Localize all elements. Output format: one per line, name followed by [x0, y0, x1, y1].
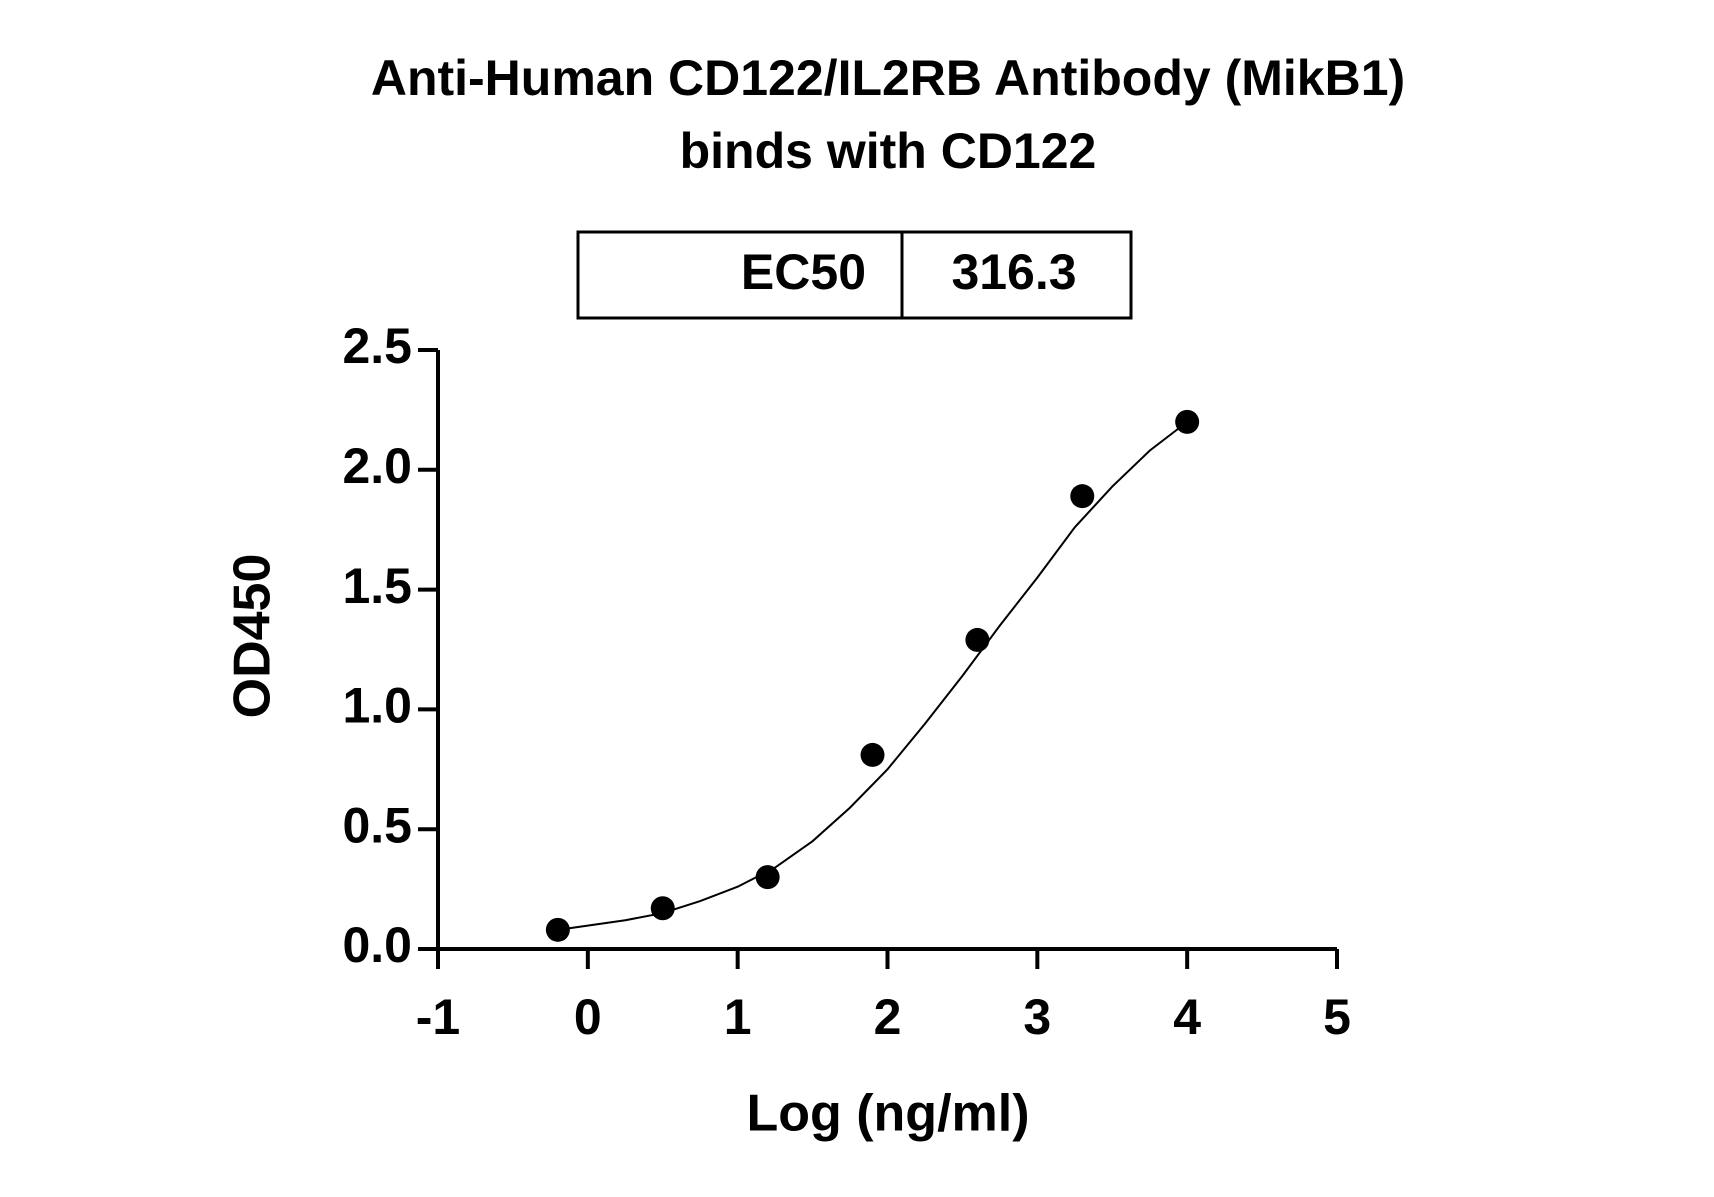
- y-tick-label: 2.0: [342, 438, 412, 494]
- y-axis-label: OD450: [224, 554, 282, 719]
- y-tick-label: 0.5: [342, 797, 412, 853]
- x-tick-label: 3: [1023, 989, 1051, 1045]
- data-point: [545, 917, 570, 942]
- y-tick-label: 2.5: [342, 318, 412, 374]
- data-point: [650, 896, 675, 921]
- x-tick-label: -1: [416, 989, 460, 1045]
- data-point: [1175, 409, 1200, 434]
- data-point: [1070, 484, 1095, 509]
- x-tick-label: 1: [724, 989, 752, 1045]
- x-tick-label: 2: [874, 989, 902, 1045]
- ec50-box: [576, 230, 1133, 320]
- x-tick-label: 5: [1323, 989, 1351, 1045]
- data-point: [965, 627, 990, 652]
- x-tick-label: 0: [574, 989, 602, 1045]
- y-tick-label: 1.5: [342, 558, 412, 614]
- fit-curve: [557, 421, 1188, 931]
- ec50-label: EC50: [741, 244, 866, 300]
- y-tick-label: 0.0: [342, 917, 412, 973]
- data-point: [860, 742, 885, 767]
- x-tick-label: 4: [1173, 989, 1201, 1045]
- chart-title: binds with CD122: [680, 123, 1097, 179]
- y-tick-label: 1.0: [342, 678, 412, 734]
- chart-title: Anti-Human CD122/IL2RB Antibody (MikB1): [371, 50, 1405, 106]
- data-point: [755, 865, 780, 890]
- ec50-value: 316.3: [951, 244, 1076, 300]
- x-axis-label: Log (ng/ml): [746, 1085, 1029, 1143]
